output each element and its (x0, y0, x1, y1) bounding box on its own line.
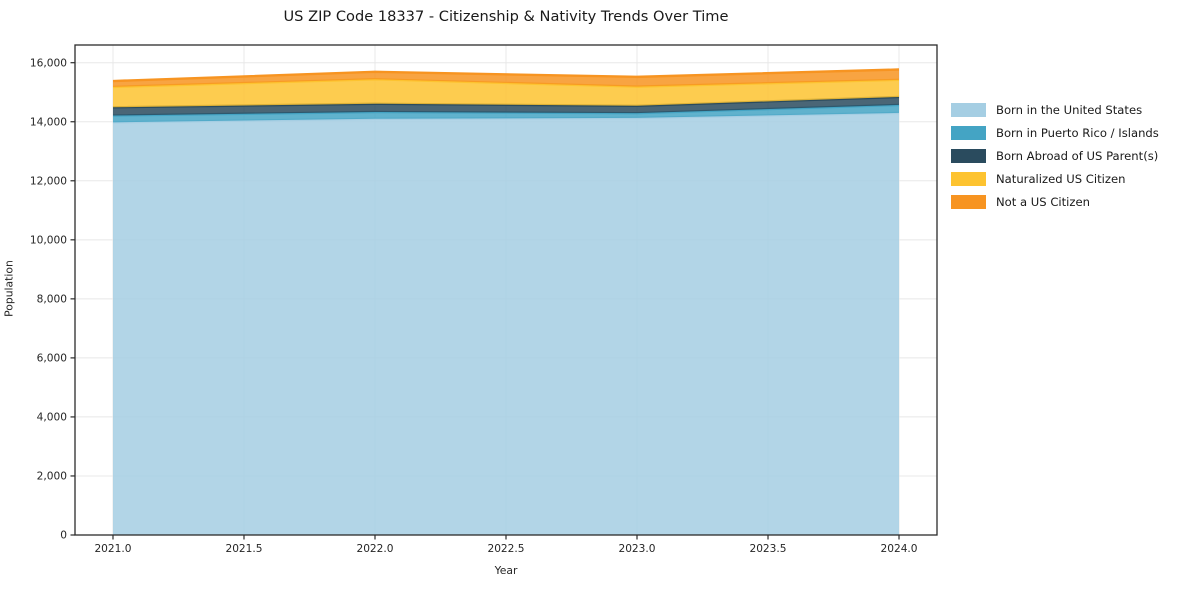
legend-item: Born in Puerto Rico / Islands (951, 126, 1159, 140)
x-tick-label: 2023.0 (618, 543, 655, 555)
x-tick-label: 2023.5 (749, 543, 786, 555)
x-tick-label: 2021.5 (225, 543, 262, 555)
legend-label: Not a US Citizen (996, 195, 1090, 209)
legend-label: Naturalized US Citizen (996, 172, 1126, 186)
legend-swatch-icon (951, 195, 986, 209)
area-series-3 (112, 79, 900, 108)
y-tick-label: 8,000 (37, 294, 68, 306)
legend-item: Born Abroad of US Parent(s) (951, 149, 1159, 163)
legend-swatch-icon (951, 103, 986, 117)
y-tick-label: 14,000 (30, 116, 67, 128)
legend-item: Not a US Citizen (951, 195, 1159, 209)
legend-swatch-icon (951, 149, 986, 163)
y-tick-label: 10,000 (30, 235, 67, 247)
x-tick-label: 2024.0 (880, 543, 917, 555)
legend-swatch-icon (951, 126, 986, 140)
area-series-2 (112, 96, 900, 116)
legend-label: Born in the United States (996, 103, 1143, 117)
area-series-4 (112, 69, 900, 87)
area-series-0 (112, 112, 900, 535)
x-tick-label: 2022.0 (356, 543, 393, 555)
x-tick-label: 2021.0 (94, 543, 131, 555)
y-axis-label: Population (2, 260, 16, 317)
chart-title: US ZIP Code 18337 - Citizenship & Nativi… (283, 8, 729, 25)
x-tick-label: 2022.5 (487, 543, 524, 555)
legend-label: Born Abroad of US Parent(s) (996, 149, 1159, 163)
x-axis-label: Year (494, 564, 518, 577)
y-tick-label: 16,000 (30, 57, 67, 69)
area-series-1-edge (112, 103, 900, 117)
area-series-4-edge (112, 68, 900, 83)
legend-item: Born in the United States (951, 103, 1159, 117)
y-tick-label: 6,000 (37, 353, 68, 365)
legend-item: Naturalized US Citizen (951, 172, 1159, 186)
y-tick-label: 2,000 (37, 471, 68, 483)
y-tick-label: 4,000 (37, 412, 68, 424)
y-tick-label: 0 (60, 530, 67, 542)
legend-label: Born in Puerto Rico / Islands (996, 126, 1159, 140)
y-tick-label: 12,000 (30, 175, 67, 187)
legend-swatch-icon (951, 172, 986, 186)
legend: Born in the United States Born in Puerto … (951, 103, 1159, 209)
